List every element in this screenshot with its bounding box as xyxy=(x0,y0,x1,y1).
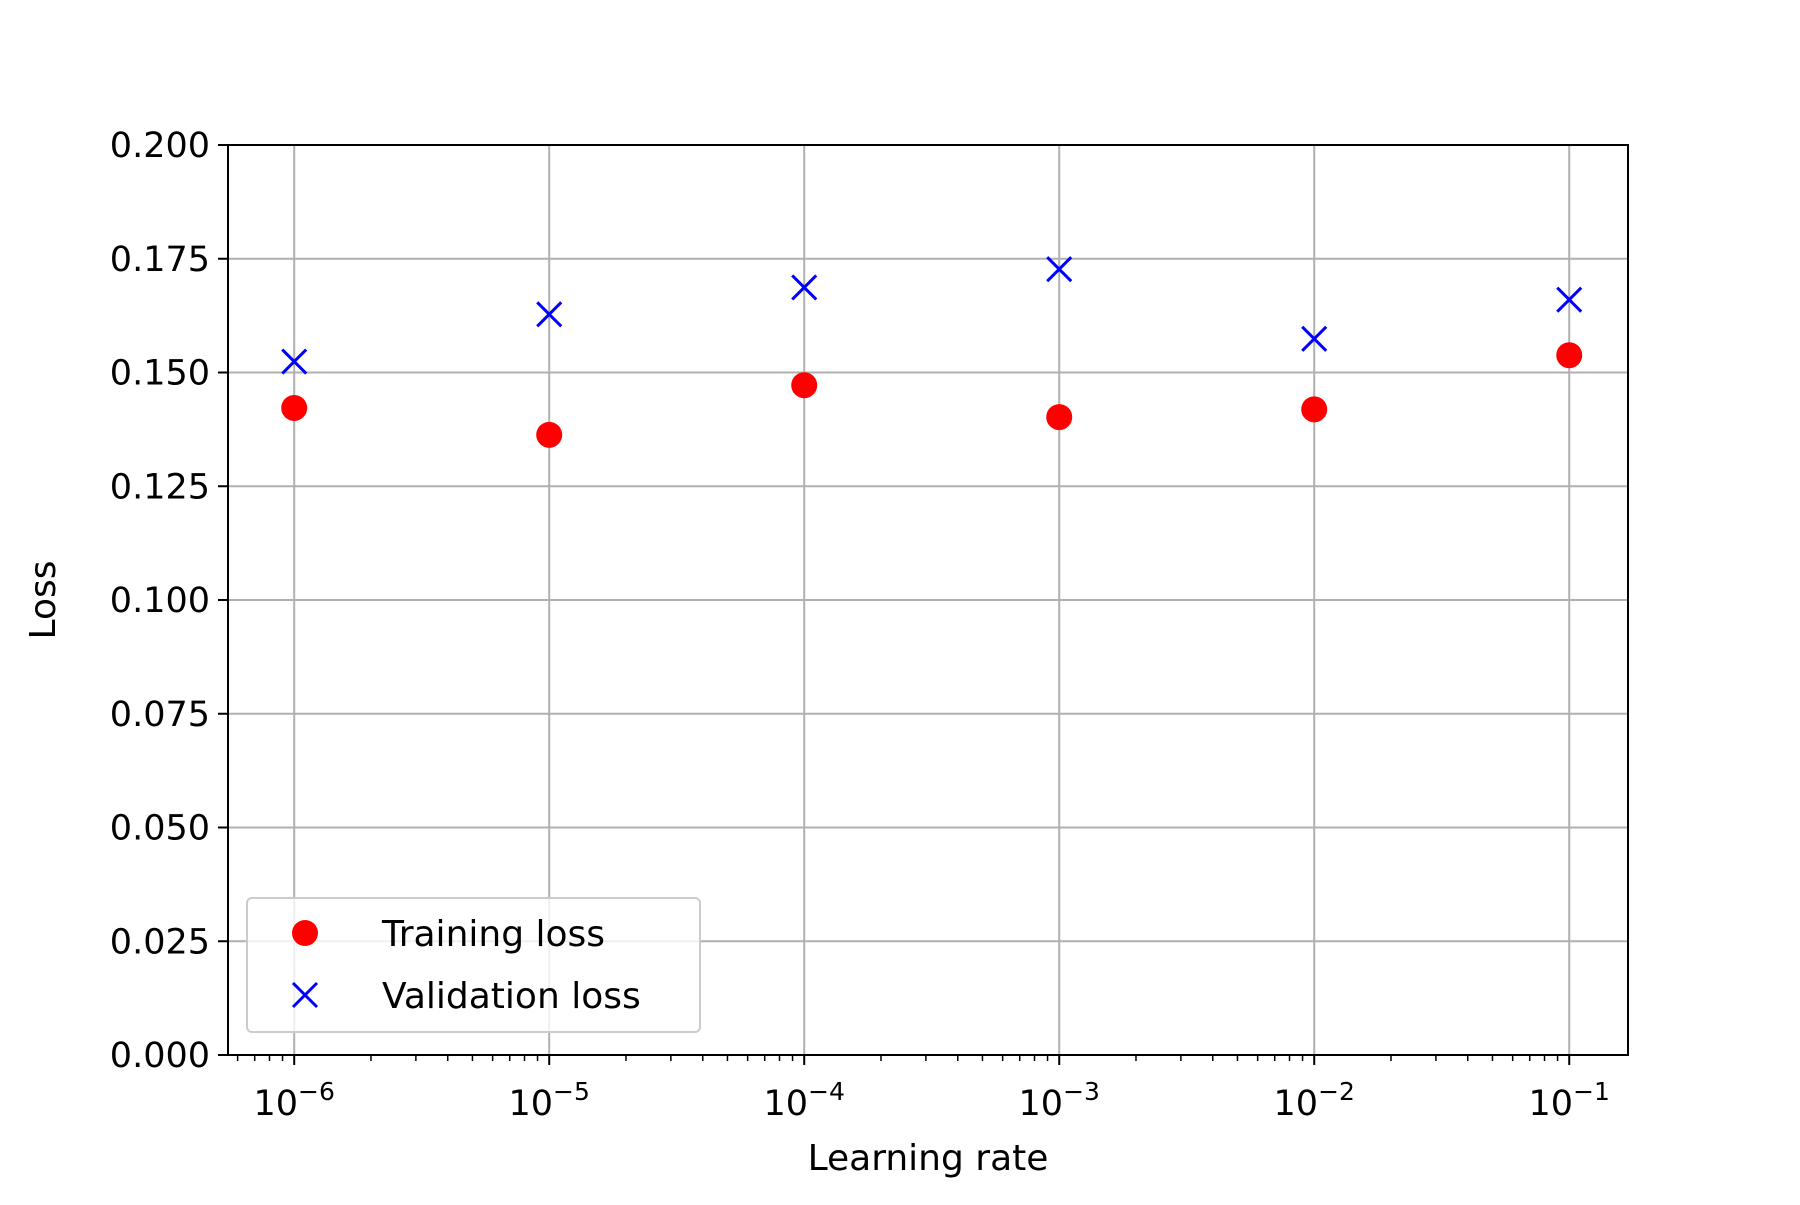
legend-marker-validation xyxy=(291,981,319,1009)
y-tick-label: 0.000 xyxy=(110,1036,210,1076)
y-tick-label: 0.025 xyxy=(110,922,210,962)
validation-loss-point xyxy=(536,301,563,328)
x-tick-label: 10−3 xyxy=(1019,1077,1100,1124)
x-tick-label: 10−2 xyxy=(1274,1077,1355,1124)
validation-loss-point-stroke xyxy=(1046,256,1073,283)
training-loss-point xyxy=(1301,396,1328,423)
training-loss-point xyxy=(1046,404,1073,431)
x-tick-label: 10−1 xyxy=(1529,1077,1610,1124)
validation-loss-point xyxy=(1046,256,1073,283)
x-axis-label: Learning rate xyxy=(808,1138,1049,1179)
y-tick-label: 0.075 xyxy=(110,695,210,735)
y-tick-label: 0.125 xyxy=(110,467,210,507)
y-tick-label: 0.050 xyxy=(110,809,210,849)
legend-label-validation: Validation loss xyxy=(382,976,641,1017)
training-loss-point xyxy=(1556,342,1583,369)
legend-box xyxy=(246,897,701,1033)
x-tick-label: 10−6 xyxy=(254,1077,335,1124)
validation-loss-point xyxy=(791,274,818,301)
validation-loss-point-stroke xyxy=(1556,286,1583,313)
validation-loss-point xyxy=(1556,286,1583,313)
validation-loss-point-stroke xyxy=(1301,325,1328,352)
validation-loss-point xyxy=(281,348,308,375)
ticks-layer: 10−6 10−5 10−4 10−3 10−2 10−1 0.000 0.025 0.050 0… xyxy=(110,126,1610,1124)
y-tick-label: 0.200 xyxy=(110,126,210,166)
y-tick-label: 0.100 xyxy=(110,581,210,621)
legend-label-training: Training loss xyxy=(381,914,605,955)
x-tick-label: 10−5 xyxy=(509,1077,590,1124)
y-tick-label: 0.175 xyxy=(110,240,210,280)
validation-loss-point xyxy=(1301,325,1328,352)
validation-loss-point-stroke xyxy=(536,301,563,328)
training-loss-point xyxy=(292,920,318,946)
legend: Training loss Validation loss xyxy=(246,897,701,1033)
x-tick-label: 10−4 xyxy=(764,1077,845,1124)
marks-layer xyxy=(281,256,1583,448)
training-loss-point xyxy=(281,394,308,421)
y-tick-label: 0.150 xyxy=(110,354,210,394)
legend-marker-training xyxy=(292,920,318,946)
training-loss-point xyxy=(791,372,818,399)
validation-loss-point-stroke xyxy=(791,274,818,301)
training-loss-point xyxy=(536,421,563,448)
y-axis-label: Loss xyxy=(23,561,64,640)
validation-loss-point xyxy=(291,981,319,1009)
validation-loss-point-stroke xyxy=(291,981,319,1009)
validation-loss-point-stroke xyxy=(281,348,308,375)
